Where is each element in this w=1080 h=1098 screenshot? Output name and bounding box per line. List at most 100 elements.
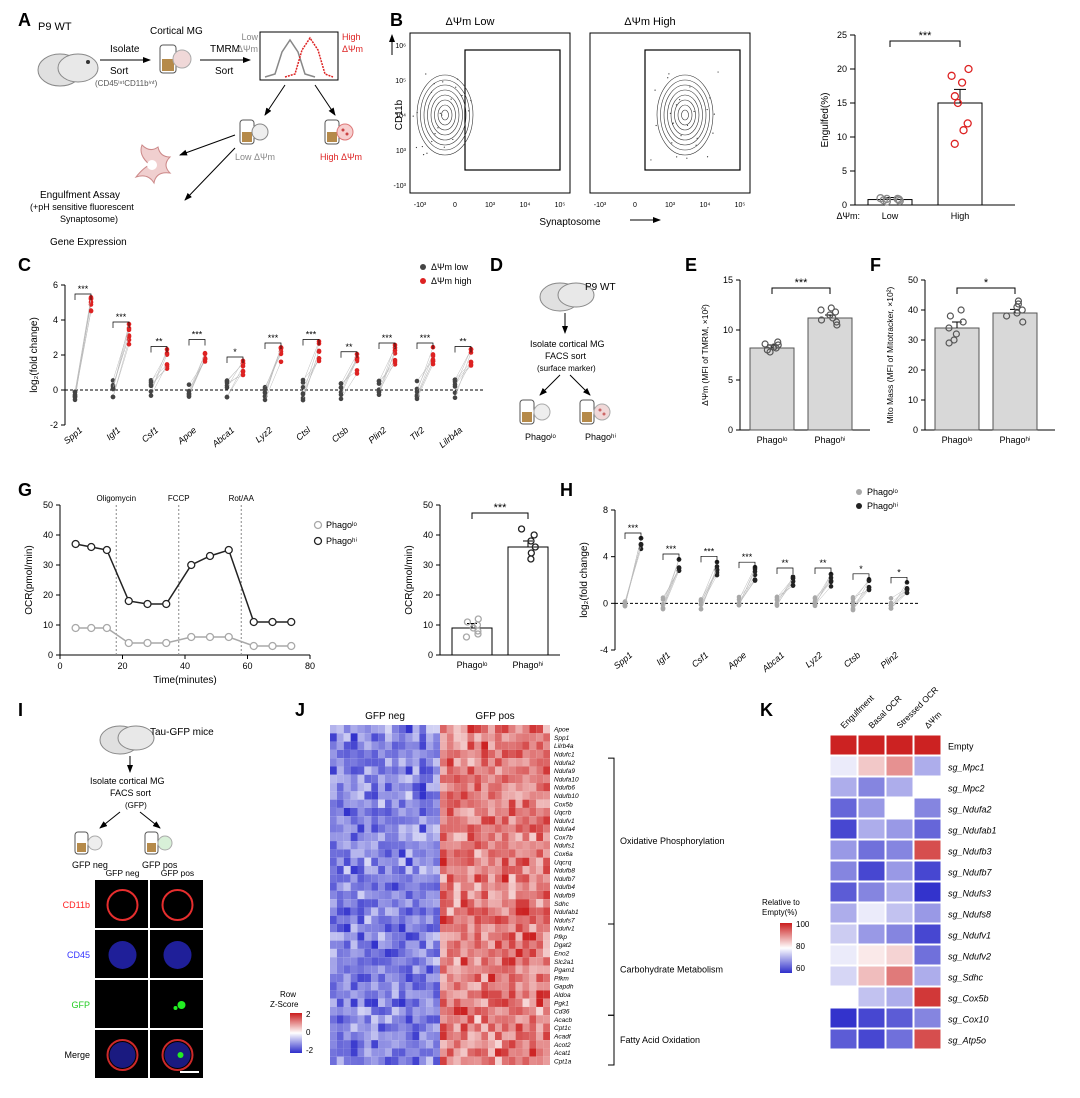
svg-text:CD45: CD45 (67, 950, 90, 960)
svg-text:2: 2 (53, 350, 58, 360)
svg-text:Sort: Sort (215, 66, 234, 77)
svg-text:0: 0 (306, 1028, 311, 1037)
svg-text:Ndufs7: Ndufs7 (554, 917, 575, 924)
svg-text:Phagoʰⁱ: Phagoʰⁱ (585, 432, 616, 442)
svg-text:FCCP: FCCP (168, 494, 190, 503)
svg-text:***: *** (192, 330, 203, 340)
svg-text:0: 0 (603, 598, 608, 608)
panel-b: ΔΨm Low-10³010³10⁴10⁵ΔΨm High-10³010³10⁴… (392, 16, 1015, 228)
svg-text:Phagoʰⁱ: Phagoʰⁱ (326, 536, 357, 546)
svg-text:Isolate cortical MG: Isolate cortical MG (530, 339, 605, 349)
svg-text:Tau-GFP mice: Tau-GFP mice (150, 727, 214, 738)
svg-text:Gapdh: Gapdh (554, 984, 574, 991)
svg-text:***: *** (268, 333, 279, 343)
svg-text:Spp1: Spp1 (612, 650, 635, 671)
svg-text:-2: -2 (306, 1046, 314, 1055)
svg-text:ΔΨm (MFI of TMRM, ×10²): ΔΨm (MFI of TMRM, ×10²) (700, 304, 710, 406)
panel-d: P9 WTIsolate cortical MGFACS sort(surfac… (520, 282, 616, 442)
svg-text:60: 60 (796, 964, 805, 973)
svg-text:10⁴: 10⁴ (520, 202, 531, 209)
svg-text:P9 WT: P9 WT (585, 282, 616, 293)
svg-text:4: 4 (53, 315, 58, 325)
svg-text:**: ** (155, 337, 163, 347)
svg-text:sg_Ndufs8: sg_Ndufs8 (948, 910, 991, 920)
svg-text:***: *** (704, 546, 715, 556)
svg-text:Ndufa4: Ndufa4 (554, 826, 575, 833)
svg-text:0: 0 (57, 661, 62, 671)
svg-text:GFP: GFP (71, 1000, 90, 1010)
svg-text:***: *** (78, 284, 89, 294)
svg-text:40: 40 (43, 530, 53, 540)
svg-text:80: 80 (796, 942, 805, 951)
svg-text:High: High (342, 32, 361, 42)
svg-text:Time(minutes): Time(minutes) (153, 675, 217, 686)
svg-text:10⁵: 10⁵ (395, 78, 406, 85)
svg-text:6: 6 (53, 280, 58, 290)
svg-text:Sdhc: Sdhc (554, 901, 570, 908)
svg-text:10: 10 (908, 395, 918, 405)
svg-text:Aldoa: Aldoa (553, 992, 571, 999)
svg-text:sg_Ndufab1: sg_Ndufab1 (948, 826, 997, 836)
svg-text:Synaptosome): Synaptosome) (60, 214, 118, 224)
svg-text:ΔΨm Low: ΔΨm Low (446, 16, 495, 28)
svg-text:25: 25 (837, 30, 847, 40)
svg-text:Isolate cortical MG: Isolate cortical MG (90, 776, 165, 786)
svg-text:20: 20 (423, 590, 433, 600)
svg-text:10: 10 (43, 620, 53, 630)
svg-text:*: * (859, 564, 863, 574)
svg-text:20: 20 (837, 64, 847, 74)
svg-text:-10³: -10³ (594, 202, 607, 209)
svg-text:50: 50 (908, 275, 918, 285)
svg-text:Isolate: Isolate (110, 44, 140, 55)
svg-text:Engulfed(%): Engulfed(%) (820, 92, 831, 147)
svg-text:Ndufb8: Ndufb8 (554, 868, 575, 875)
svg-text:Ndufab1: Ndufab1 (554, 909, 579, 916)
svg-text:0: 0 (48, 650, 53, 660)
svg-text:**: ** (459, 337, 467, 347)
svg-text:Cox6a: Cox6a (554, 851, 573, 858)
svg-text:8: 8 (603, 505, 608, 515)
svg-text:Abca1: Abca1 (760, 650, 787, 675)
svg-text:Acot2: Acot2 (553, 1042, 571, 1049)
svg-text:*: * (897, 567, 901, 577)
svg-text:sg_Ndufa2: sg_Ndufa2 (948, 805, 992, 815)
svg-text:20: 20 (43, 590, 53, 600)
svg-text:***: *** (116, 312, 127, 322)
svg-text:***: *** (919, 30, 933, 42)
svg-text:sg_Mpc1: sg_Mpc1 (948, 763, 985, 773)
svg-text:sg_Cox5b: sg_Cox5b (948, 994, 989, 1004)
svg-text:CD11b: CD11b (63, 900, 90, 910)
svg-text:Low: Low (882, 211, 899, 221)
svg-text:Ctsb: Ctsb (842, 650, 863, 670)
svg-text:High: High (951, 211, 970, 221)
svg-text:20: 20 (117, 661, 127, 671)
svg-text:GFP neg: GFP neg (72, 860, 108, 870)
svg-text:Uqcrb: Uqcrb (554, 810, 572, 817)
svg-text:0: 0 (633, 202, 637, 209)
svg-text:10⁶: 10⁶ (395, 43, 406, 50)
svg-text:sg_Mpc2: sg_Mpc2 (948, 784, 985, 794)
svg-text:**: ** (781, 558, 789, 568)
svg-text:Low: Low (241, 32, 258, 42)
svg-text:Phagoˡᵒ: Phagoˡᵒ (525, 432, 556, 442)
svg-text:Ndufa2: Ndufa2 (554, 760, 575, 767)
svg-text:-4: -4 (600, 645, 608, 655)
svg-text:5: 5 (728, 375, 733, 385)
svg-text:Phagoʰⁱ: Phagoʰⁱ (512, 660, 543, 670)
svg-text:10³: 10³ (396, 148, 407, 155)
svg-text:2: 2 (306, 1010, 311, 1019)
svg-text:***: *** (742, 552, 753, 562)
svg-text:sg_Ndufv2: sg_Ndufv2 (948, 952, 991, 962)
svg-text:-10³: -10³ (394, 183, 407, 190)
svg-text:Acat1: Acat1 (553, 1050, 571, 1057)
svg-text:Igf1: Igf1 (104, 425, 122, 442)
svg-text:Row: Row (280, 990, 296, 999)
svg-text:Engulfment Assay: Engulfment Assay (40, 190, 120, 201)
panel-k-heatmap: EngulfmentBasal OCRStressed OCRΔΨmEmptys… (762, 685, 997, 1049)
svg-text:Cox7b: Cox7b (554, 834, 573, 841)
svg-text:Phagoʰⁱ: Phagoʰⁱ (814, 435, 845, 445)
svg-text:**: ** (819, 558, 827, 568)
svg-text:*: * (233, 347, 237, 357)
svg-text:Ndufc1: Ndufc1 (554, 752, 575, 759)
svg-text:Plin2: Plin2 (879, 650, 901, 671)
